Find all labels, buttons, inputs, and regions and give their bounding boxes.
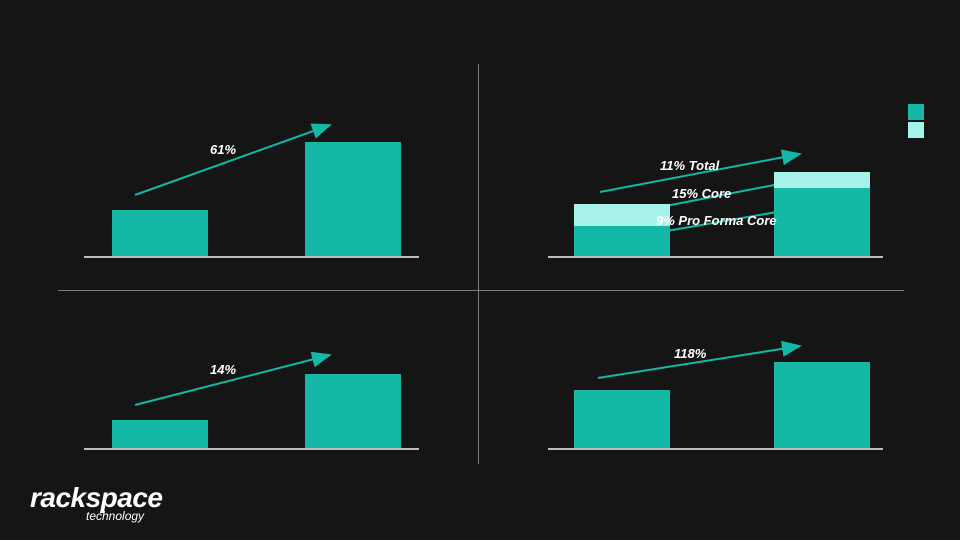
top_left-axis: [84, 256, 419, 258]
arrow-layer: [0, 0, 960, 540]
top_right-axis: [548, 256, 883, 258]
brand-name: rackspace: [30, 484, 163, 512]
bottom_left-bar-1: [305, 374, 401, 448]
top_right-arrow-label-2: 9% Pro Forma Core: [656, 213, 777, 228]
bottom_right-bar-0: [574, 390, 670, 448]
top_right-bar-2: [774, 188, 870, 256]
top_left-bar-1: [305, 142, 401, 256]
bottom_left-axis: [84, 448, 419, 450]
legend-swatch-1: [908, 104, 924, 120]
top_right-arrow-label-1: 15% Core: [672, 186, 731, 201]
top_left-bar-0: [112, 210, 208, 256]
top_right-arrow-label-0: 11% Total: [660, 158, 719, 173]
top_right-bar-3: [774, 172, 870, 188]
bottom_left-arrow-label-0: 14%: [210, 362, 236, 377]
bottom_left-bar-0: [112, 420, 208, 448]
top_right-bar-0: [574, 226, 670, 256]
horizontal-divider: [58, 290, 904, 291]
top_left-arrow-0: [135, 125, 330, 195]
slide: rackspace technology 61% 11% Total 15% Cor…: [0, 0, 960, 540]
bottom_right-bar-1: [774, 362, 870, 448]
vertical-divider: [478, 64, 479, 464]
brand-logo: rackspace technology: [30, 484, 163, 522]
bottom_right-arrow-label-0: 118%: [674, 346, 706, 361]
legend-swatch-2: [908, 122, 924, 138]
top_left-arrow-label-0: 61%: [210, 142, 236, 157]
bottom_right-axis: [548, 448, 883, 450]
